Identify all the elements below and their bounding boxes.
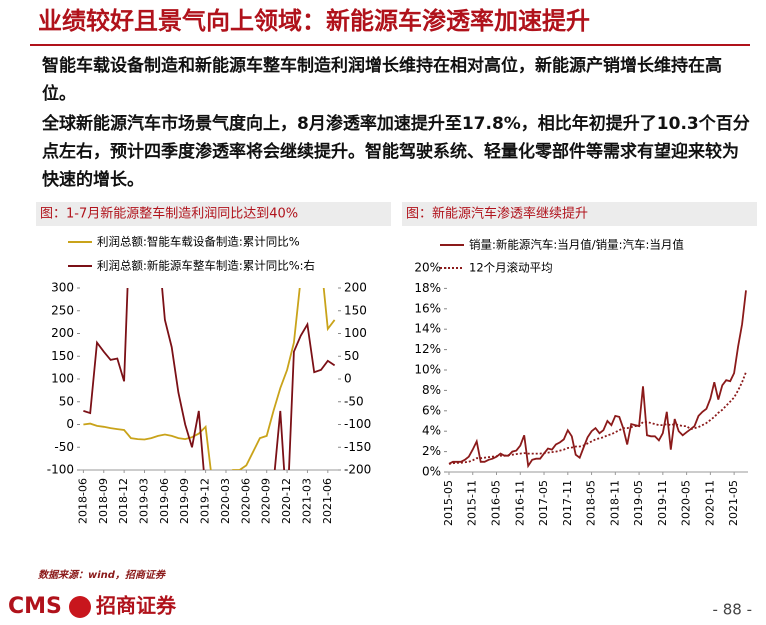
y-tick-label: 150 [51, 349, 74, 363]
x-tick-label: 2020-06 [239, 478, 252, 524]
x-tick-label: 2021-06 [321, 478, 334, 524]
x-tick-label: 2018-12 [117, 478, 130, 524]
x-tick-label: 2018-09 [97, 478, 110, 524]
x-tick-label: 2020-05 [680, 480, 693, 526]
x-tick-label: 2016-11 [513, 480, 526, 526]
x-tick-label: 2017-05 [537, 480, 550, 526]
y-tick-label: 100 [51, 372, 74, 386]
y-tick-label: -200 [344, 463, 371, 477]
x-tick-label: 2019-06 [158, 478, 171, 524]
y-tick-label: -50 [54, 440, 74, 454]
x-tick-label: 2019-09 [178, 478, 191, 524]
y-tick-label: 6% [422, 403, 441, 417]
page-number: - 88 - [713, 601, 752, 619]
x-tick-label: 2021-05 [727, 480, 740, 526]
x-tick-label: 2020-09 [260, 478, 273, 524]
logo-emblem [69, 596, 91, 618]
y-tick-label: 18% [414, 281, 441, 295]
y-tick-label: 150 [344, 303, 367, 317]
x-tick-label: 2019-03 [138, 478, 151, 524]
y-tick-label: 200 [344, 281, 367, 295]
y-tick-label: -50 [344, 394, 364, 408]
y-tick-label: 14% [414, 322, 441, 336]
y-tick-label: 2% [422, 444, 441, 458]
series-line [448, 290, 747, 469]
legend-label: 销量:新能源汽车:当月值/销量:汽车:当月值 [469, 238, 684, 252]
paragraph: 全球新能源汽车市场景气度向上，8月渗透率加速提升至17.8%，相比年初提升了10… [42, 114, 750, 190]
x-tick-label: 2020-12 [280, 478, 293, 524]
y-tick-label: -100 [344, 417, 371, 431]
legend-label: 利润总额:新能源车整车制造:累计同比%:右 [97, 259, 315, 273]
x-tick-label: 2019-05 [632, 480, 645, 526]
y-tick-label: 300 [51, 281, 74, 295]
y-tick-label: 50 [344, 349, 359, 363]
x-tick-label: 2016-05 [490, 480, 503, 526]
logo-text: CMS [8, 594, 62, 619]
y-tick-label: 4% [422, 424, 441, 438]
x-tick-label: 2019-11 [656, 480, 669, 526]
y-tick-label: 200 [51, 326, 74, 340]
x-tick-label: 2018-05 [585, 480, 598, 526]
chart-title-bar [402, 202, 757, 226]
chart-title: 图：新能源汽车渗透率继续提升 [406, 206, 588, 222]
y-tick-label: 0 [66, 417, 74, 431]
logo-name: 招商证券 [96, 594, 177, 618]
legend-label: 12个月滚动平均 [469, 261, 553, 275]
x-tick-label: 2017-11 [561, 480, 574, 526]
series-line [83, 288, 336, 470]
y-tick-label: 16% [414, 301, 441, 315]
legend-label: 利润总额:智能车载设备制造:累计同比% [97, 235, 300, 249]
series-line [448, 371, 747, 465]
y-tick-label: 10% [414, 363, 441, 377]
y-tick-label: 250 [51, 303, 74, 317]
y-tick-label: -100 [47, 463, 74, 477]
x-tick-label: 2021-03 [300, 478, 313, 524]
y-tick-label: -150 [344, 440, 371, 454]
x-tick-label: 2015-05 [442, 480, 455, 526]
series-line [83, 288, 336, 470]
y-tick-label: 12% [414, 342, 441, 356]
chart-title: 图：1-7月新能源整车制造利润同比达到40% [40, 206, 298, 222]
x-tick-label: 2020-03 [219, 478, 232, 524]
y-tick-label: 0 [344, 372, 352, 386]
y-tick-label: 100 [344, 326, 367, 340]
x-tick-label: 2015-11 [466, 480, 479, 526]
x-tick-label: 2018-11 [608, 480, 621, 526]
x-tick-label: 2018-06 [76, 478, 89, 524]
x-tick-label: 2019-12 [199, 478, 212, 524]
y-tick-label: 20% [414, 261, 441, 275]
y-tick-label: 0% [422, 465, 441, 479]
y-tick-label: 50 [59, 394, 74, 408]
x-tick-label: 2020-11 [703, 480, 716, 526]
chart-title-bar [36, 202, 391, 226]
source-note: 数据来源：wind，招商证券 [38, 569, 166, 581]
paragraph: 智能车载设备制造和新能源车整车制造利润增长维持在相对高位，新能源产销增长维持在高… [42, 56, 722, 104]
y-tick-label: 8% [422, 383, 441, 397]
slide-title: 业绩较好且景气向上领域：新能源车渗透率加速提升 [38, 7, 590, 35]
